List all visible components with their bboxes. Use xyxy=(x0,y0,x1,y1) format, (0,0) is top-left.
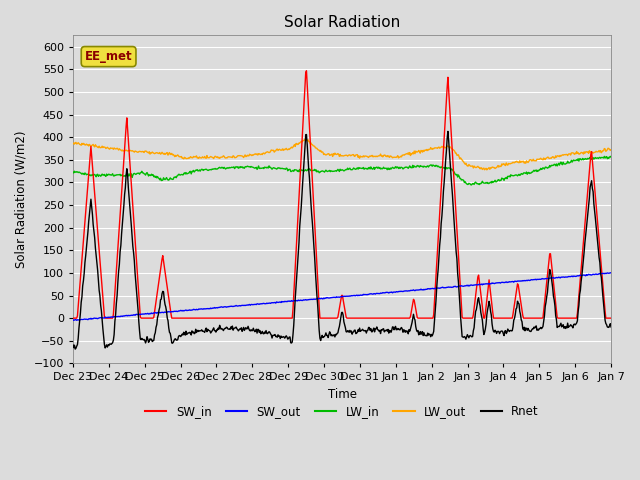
Title: Solar Radiation: Solar Radiation xyxy=(284,15,400,30)
X-axis label: Time: Time xyxy=(328,388,356,401)
Legend: SW_in, SW_out, LW_in, LW_out, Rnet: SW_in, SW_out, LW_in, LW_out, Rnet xyxy=(140,401,543,423)
Text: EE_met: EE_met xyxy=(84,50,132,63)
Y-axis label: Solar Radiation (W/m2): Solar Radiation (W/m2) xyxy=(15,131,28,268)
